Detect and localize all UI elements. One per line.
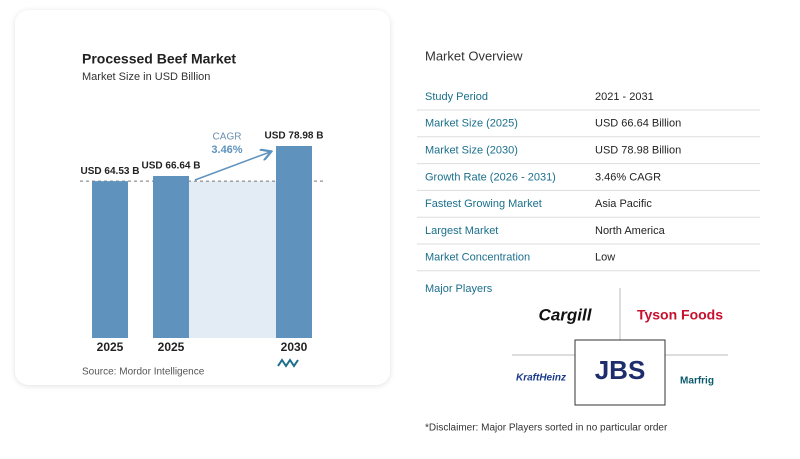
disclaimer: *Disclaimer: Major Players sorted in no …: [425, 423, 668, 434]
chart-subtitle: Market Size in USD Billion: [82, 71, 210, 83]
row-label: Growth Rate (2026 - 2031): [425, 171, 556, 183]
row-value: North America: [595, 225, 666, 237]
value-label: USD 64.53 B: [81, 166, 140, 177]
cagr-arrow: [194, 152, 270, 181]
row-label: Largest Market: [425, 225, 498, 237]
x-tick-label: 2030: [281, 340, 308, 354]
player-logo: KraftHeinz: [516, 373, 566, 384]
row-value: Low: [595, 252, 615, 264]
row-value: 2021 - 2031: [595, 91, 654, 103]
player-logo: Tyson Foods: [637, 307, 723, 323]
row-label: Market Size (2025): [425, 118, 518, 130]
player-logo: JBS: [595, 355, 646, 385]
logo-box: [574, 339, 666, 406]
row-label: Market Size (2030): [425, 145, 518, 157]
value-label: USD 66.64 B: [142, 161, 201, 172]
chart-title: Processed Beef Market: [82, 51, 236, 67]
row-label: Market Concentration: [425, 252, 530, 264]
players-title: Major Players: [425, 283, 493, 295]
row-value: Asia Pacific: [595, 198, 652, 210]
x-tick-label: 2025: [158, 340, 185, 354]
row-value: USD 66.64 Billion: [595, 118, 681, 130]
row-label: Study Period: [425, 91, 488, 103]
source: Source: Mordor Intelligence: [82, 367, 205, 378]
player-logo: Cargill: [539, 305, 593, 324]
x-tick-label: 2025: [97, 340, 124, 354]
row-label: Fastest Growing Market: [425, 198, 542, 210]
cagr-label: CAGR: [213, 132, 242, 143]
bar: [153, 175, 189, 338]
logo-icon: [277, 358, 299, 368]
cagr-value: 3.46%: [211, 144, 242, 156]
row-value: USD 78.98 Billion: [595, 145, 681, 157]
player-logo: Marfrig: [680, 376, 714, 387]
bar: [276, 146, 312, 338]
value-label: USD 78.98 B: [265, 131, 324, 142]
bar: [92, 181, 128, 338]
row-value: 3.46% CAGR: [595, 171, 661, 183]
overview-title: Market Overview: [425, 48, 523, 63]
